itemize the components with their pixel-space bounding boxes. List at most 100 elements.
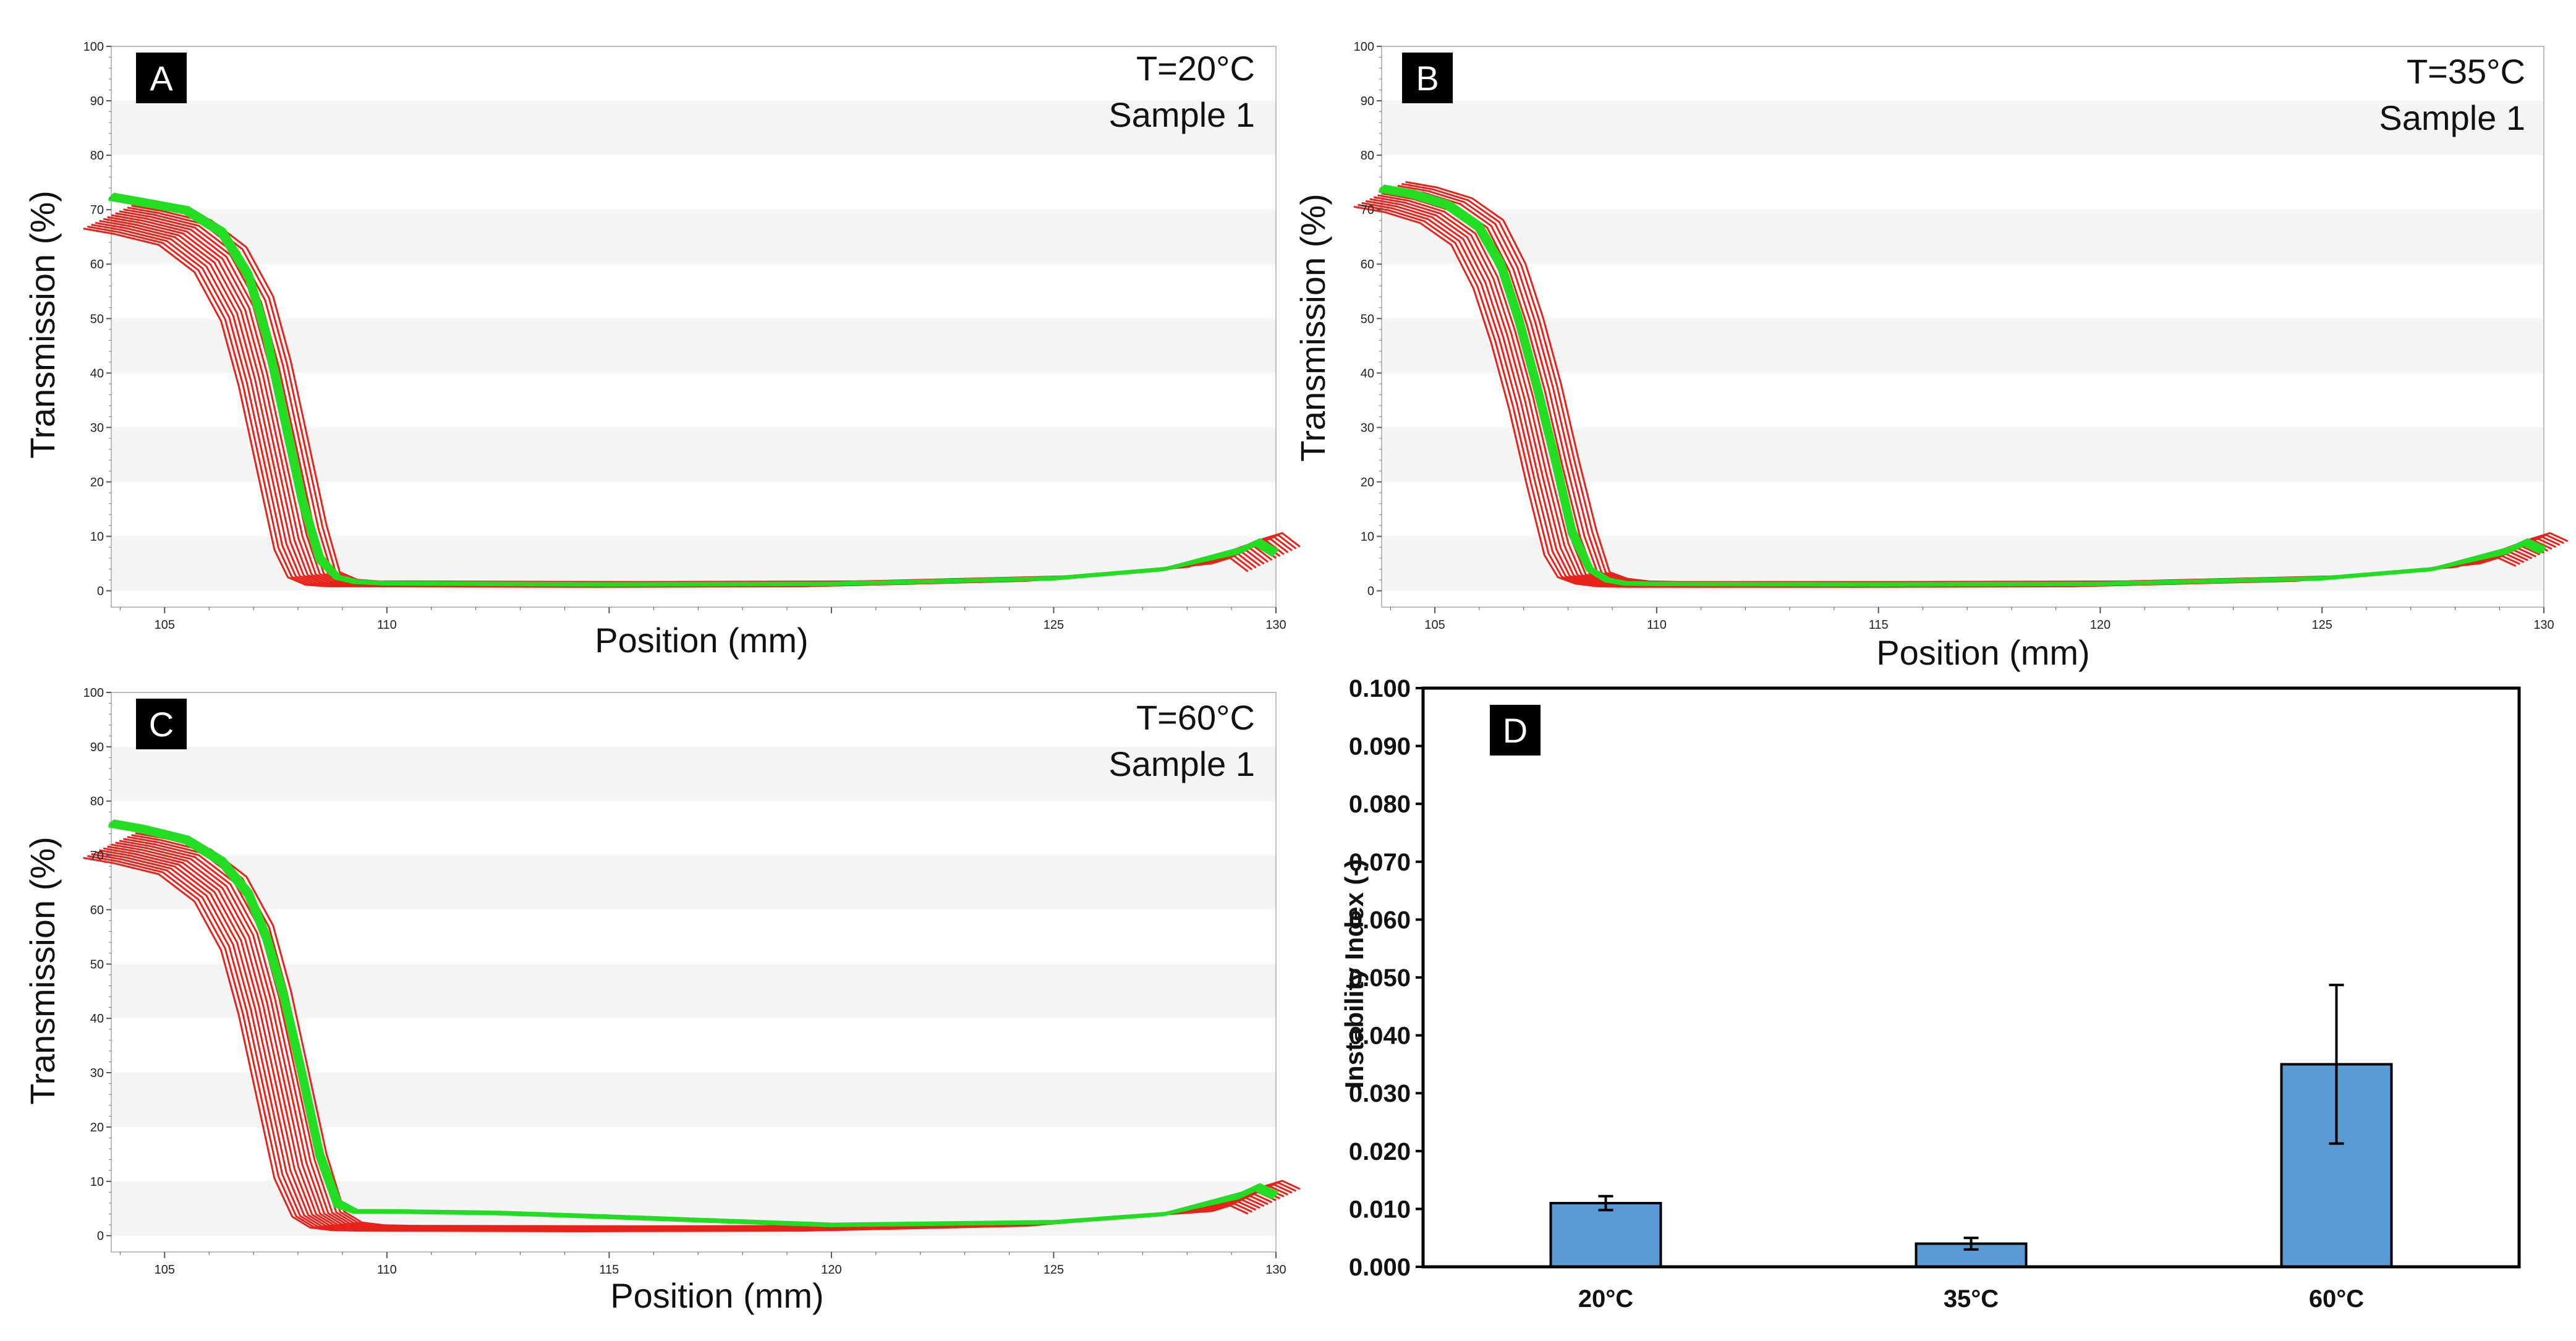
panel-b-x-tick-label: 110 xyxy=(1647,618,1667,632)
panel-d-x-category-label: 60°C xyxy=(2309,1285,2364,1313)
panel-a-band xyxy=(111,101,1276,156)
panel-d-y-tick-label: 0.060 xyxy=(1349,906,1411,934)
panel-c-y-tick-label: 50 xyxy=(90,958,104,971)
panel-d-y-tick-label: 0.040 xyxy=(1349,1023,1411,1050)
panel-b-series-green-line xyxy=(1383,184,2546,586)
panel-a-x-tick-label: 110 xyxy=(377,618,397,632)
panel-b-y-axis-title: Transmission (%) xyxy=(1293,194,1332,462)
panel-b-x-ticks: 105 110 115 120 125 130 xyxy=(1390,607,2554,632)
panel-c-badge xyxy=(136,699,187,749)
panel-b-y-tick-label: 90 xyxy=(1361,95,1374,108)
panel-c-x-tick-label: 115 xyxy=(599,1263,619,1277)
panel-b-x-axis-title: Position (mm) xyxy=(1876,633,2089,672)
panel-d-x-category-label: 20°C xyxy=(1578,1285,1633,1313)
panel-a-y-tick-label: 80 xyxy=(90,149,104,163)
panel-d-y-tick-label: 0.050 xyxy=(1349,964,1411,992)
panel-a-badge xyxy=(136,53,187,103)
panel-a-y-tick-label: 90 xyxy=(90,95,104,108)
panel-c-x-tick-label: 125 xyxy=(1044,1263,1064,1277)
panel-a-x-tick-label: 130 xyxy=(1265,618,1286,632)
panel-d-bars xyxy=(1549,984,2393,1269)
panel-c-label: C xyxy=(149,705,174,744)
panel-b-y-tick-label: 10 xyxy=(1361,530,1374,544)
panel-a-y-tick-label: 0 xyxy=(97,585,104,598)
panel-a-y-tick-label: 40 xyxy=(90,367,104,380)
panel-b-x-tick-label: 120 xyxy=(2090,618,2111,632)
panel-b-y-tick-label: 60 xyxy=(1361,258,1374,271)
panel-b-annotation-sample: Sample 1 xyxy=(2379,98,2525,137)
panel-d-plot-frame xyxy=(1421,686,2521,1269)
panel-a-y-tick-label: 20 xyxy=(90,475,104,489)
panel-b-y-tick-label: 70 xyxy=(1361,203,1374,217)
panel-d-y-tick-label: 0.070 xyxy=(1349,849,1411,876)
panel-a-label: A xyxy=(150,59,173,98)
panel-b: 0 10 20 30 40 50 60 70 80 90 100 105 110 115 120 125 13… xyxy=(1293,40,2569,672)
panel-a-series-green-line xyxy=(113,192,1279,586)
panel-c-band xyxy=(111,1073,1276,1127)
panel-c-grid-bands xyxy=(111,746,1276,1236)
panel-b-y-tick-label: 40 xyxy=(1361,367,1374,380)
panel-d-y-tick-label: 0.000 xyxy=(1349,1254,1411,1281)
panel-b-y-tick-label: 50 xyxy=(1361,312,1374,326)
panel-c-x-ticks: 105 110 115 120 125 130 xyxy=(119,1252,1286,1277)
panel-c-y-tick-label: 90 xyxy=(90,741,104,754)
panel-a-band xyxy=(111,318,1276,373)
panel-d-y-tick-label: 0.030 xyxy=(1349,1080,1411,1107)
panel-b-y-tick-label: 30 xyxy=(1361,421,1374,435)
panel-c-series xyxy=(83,819,1301,1232)
panel-c-x-tick-label: 110 xyxy=(377,1263,397,1277)
panel-d-badge xyxy=(1490,705,1541,756)
panel-b-x-tick-label: 105 xyxy=(1424,618,1445,632)
panel-c-annotation-temperature: T=60°C xyxy=(1136,698,1255,737)
panel-d-x-category-label: 35°C xyxy=(1944,1285,1999,1313)
panel-a-y-tick-label: 10 xyxy=(90,530,104,544)
panel-d-y-tick-label: 0.090 xyxy=(1349,733,1411,760)
panel-b-y-tick-label: 80 xyxy=(1361,149,1374,163)
panel-c-annotation-sample: Sample 1 xyxy=(1108,744,1255,783)
panel-c-x-tick-label: 130 xyxy=(1265,1263,1286,1277)
panel-b-band xyxy=(1382,210,2544,265)
panel-c-y-tick-label: 60 xyxy=(90,903,104,917)
panel-a-plot-frame xyxy=(111,46,1277,608)
panel-c-y-axis-title: Transmission (%) xyxy=(23,837,62,1105)
panel-a-y-tick-label: 70 xyxy=(90,203,104,217)
panel-c-y-tick-label: 80 xyxy=(90,795,104,809)
panel-c-y-tick-label: 70 xyxy=(90,849,104,863)
panel-d-y-tick-label: 0.100 xyxy=(1349,675,1411,702)
panel-c-x-tick-label: 120 xyxy=(821,1263,841,1277)
panel-c-y-ticks: 0 10 20 30 40 50 60 70 80 90 100 xyxy=(83,686,111,1243)
panel-a-x-tick-label: 105 xyxy=(155,618,175,632)
panel-c: 0 10 20 30 40 50 60 70 80 90 100 105 110 115 120 125 13… xyxy=(23,686,1301,1315)
panel-b-y-tick-label: 20 xyxy=(1361,475,1374,489)
panel-d: 0.000 0.010 0.020 0.030 0.040 0.050 0.060 0.070… xyxy=(1340,675,2521,1313)
panel-b-badge xyxy=(1402,53,1453,103)
panel-c-y-tick-label: 20 xyxy=(90,1121,104,1135)
panel-d-label: D xyxy=(1503,711,1528,750)
panel-a-y-ticks: 0 10 20 30 40 50 60 70 80 90 100 xyxy=(83,40,111,598)
panel-b-y-tick-label: 0 xyxy=(1367,585,1374,598)
panel-c-x-axis-title: Position (mm) xyxy=(610,1276,823,1315)
panel-b-label: B xyxy=(1416,59,1439,98)
panel-d-x-categories: 20°C 35°C 60°C xyxy=(1578,1285,2364,1313)
panel-c-series-red-line xyxy=(135,832,1301,1227)
panel-a-annotation-sample: Sample 1 xyxy=(1108,95,1255,134)
panel-c-series-green-line xyxy=(113,819,1278,1227)
panel-b-x-tick-label: 115 xyxy=(1869,618,1889,632)
panel-b-series xyxy=(1353,181,2569,588)
panel-b-y-tick-label: 100 xyxy=(1354,40,1374,54)
panel-b-x-tick-label: 125 xyxy=(2312,618,2332,632)
panel-a-grid-bands xyxy=(111,101,1276,591)
panel-b-annotation-temperature: T=35°C xyxy=(2407,52,2525,91)
panel-a-y-tick-label: 60 xyxy=(90,258,104,271)
panel-b-band xyxy=(1382,427,2544,482)
panel-a-y-tick-label: 100 xyxy=(83,40,104,54)
panel-c-y-tick-label: 100 xyxy=(83,686,104,700)
panel-a-y-axis-title: Transmission (%) xyxy=(23,190,62,459)
panel-b-band xyxy=(1382,318,2544,373)
panel-c-band xyxy=(111,746,1276,801)
panel-a-x-tick-label: 125 xyxy=(1044,618,1064,632)
panel-c-y-tick-label: 0 xyxy=(97,1230,104,1243)
panel-c-plot-frame xyxy=(111,692,1277,1253)
